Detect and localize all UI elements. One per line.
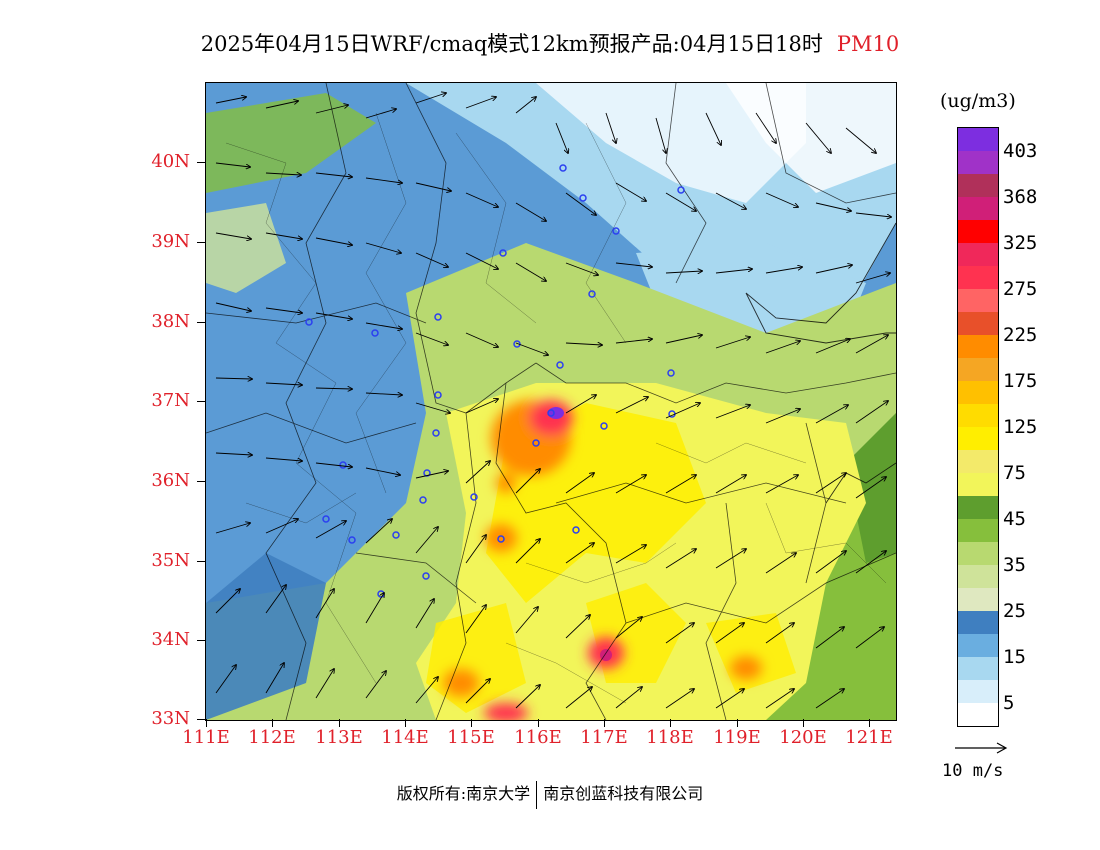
lon-tick (339, 719, 340, 727)
lon-label: 111E (182, 727, 230, 748)
colorbar-label: 403 (1003, 140, 1038, 162)
lat-label: 35N (151, 550, 190, 571)
lat-label: 34N (151, 629, 190, 650)
lon-label: 120E (779, 727, 827, 748)
colorbar-label: 368 (1003, 186, 1038, 208)
lon-tick (869, 719, 870, 727)
legend-unit: (ug/m3) (940, 90, 1016, 112)
map-field-svg (206, 83, 896, 720)
copyright-footer: 版权所有:南京大学 南京创蓝科技有限公司 (0, 780, 1100, 809)
lon-label: 112E (248, 727, 296, 748)
colorbar-label: 325 (1003, 232, 1038, 254)
lat-tick (197, 719, 205, 720)
lon-label: 116E (514, 727, 562, 748)
lat-label: 39N (151, 231, 190, 252)
colorbar-label: 5 (1003, 692, 1015, 714)
copyright-right: 南京创蓝科技有限公司 (543, 784, 704, 803)
colorbar-cell (958, 657, 998, 680)
colorbar-label: 275 (1003, 278, 1038, 300)
colorbar-cell (958, 519, 998, 542)
colorbar-cell (958, 197, 998, 220)
colorbar-cell (958, 404, 998, 427)
lon-tick (206, 719, 207, 727)
lon-label: 115E (447, 727, 495, 748)
colorbar-cell (958, 128, 998, 151)
lat-label: 36N (151, 470, 190, 491)
colorbar-label: 175 (1003, 370, 1038, 392)
colorbar (957, 127, 999, 727)
lon-label: 117E (580, 727, 628, 748)
figure-title: 2025年04月15日WRF/cmaq模式12km预报产品:04月15日18时 P… (0, 28, 1100, 58)
lon-tick (405, 719, 406, 727)
colorbar-cell (958, 611, 998, 634)
colorbar-cell (958, 312, 998, 335)
lon-label: 119E (713, 727, 761, 748)
colorbar-cell (958, 496, 998, 519)
colorbar-cell (958, 680, 998, 703)
lat-label: 38N (151, 311, 190, 332)
lon-label: 114E (381, 727, 429, 748)
lon-label: 113E (315, 727, 363, 748)
colorbar-cell (958, 565, 998, 588)
title-main: 2025年04月15日WRF/cmaq模式12km预报产品:04月15日18时 (200, 32, 823, 56)
colorbar-cell (958, 151, 998, 174)
lon-tick (272, 719, 273, 727)
lat-tick (197, 481, 205, 482)
colorbar-label: 25 (1003, 600, 1026, 622)
lat-label: 40N (151, 151, 190, 172)
colorbar-cell (958, 266, 998, 289)
lon-label: 121E (845, 727, 893, 748)
wind-reference-arrow-icon (955, 742, 1008, 754)
colorbar-label: 75 (1003, 462, 1026, 484)
lat-tick (197, 401, 205, 402)
colorbar-cell (958, 427, 998, 450)
colorbar-cell (958, 473, 998, 496)
lat-label: 33N (151, 708, 190, 729)
colorbar-cell (958, 588, 998, 611)
colorbar-label: 35 (1003, 554, 1026, 576)
lat-tick (197, 561, 205, 562)
colorbar-label: 45 (1003, 508, 1026, 530)
lon-tick (803, 719, 804, 727)
colorbar-cell (958, 381, 998, 404)
lat-label: 37N (151, 390, 190, 411)
colorbar-cell (958, 243, 998, 266)
colorbar-cell (958, 634, 998, 657)
lon-tick (604, 719, 605, 727)
colorbar-cell (958, 703, 998, 726)
colorbar-label: 225 (1003, 324, 1038, 346)
map-plot-area (205, 82, 897, 721)
colorbar-label: 15 (1003, 646, 1026, 668)
lat-tick (197, 322, 205, 323)
colorbar-cell (958, 450, 998, 473)
colorbar-cell (958, 335, 998, 358)
lon-tick (670, 719, 671, 727)
copyright-divider (536, 780, 538, 809)
colorbar-cell (958, 358, 998, 381)
lat-tick (197, 162, 205, 163)
lat-tick (197, 242, 205, 243)
colorbar-label: 125 (1003, 416, 1038, 438)
copyright-left: 版权所有:南京大学 (396, 784, 531, 803)
lon-tick (737, 719, 738, 727)
wind-reference-label: 10 m/s (942, 761, 1004, 781)
colorbar-cell (958, 542, 998, 565)
colorbar-cell (958, 220, 998, 243)
colorbar-cell (958, 174, 998, 197)
lon-label: 118E (646, 727, 694, 748)
lat-tick (197, 640, 205, 641)
title-variable: PM10 (836, 32, 900, 56)
lon-tick (471, 719, 472, 727)
lon-tick (538, 719, 539, 727)
colorbar-cell (958, 289, 998, 312)
